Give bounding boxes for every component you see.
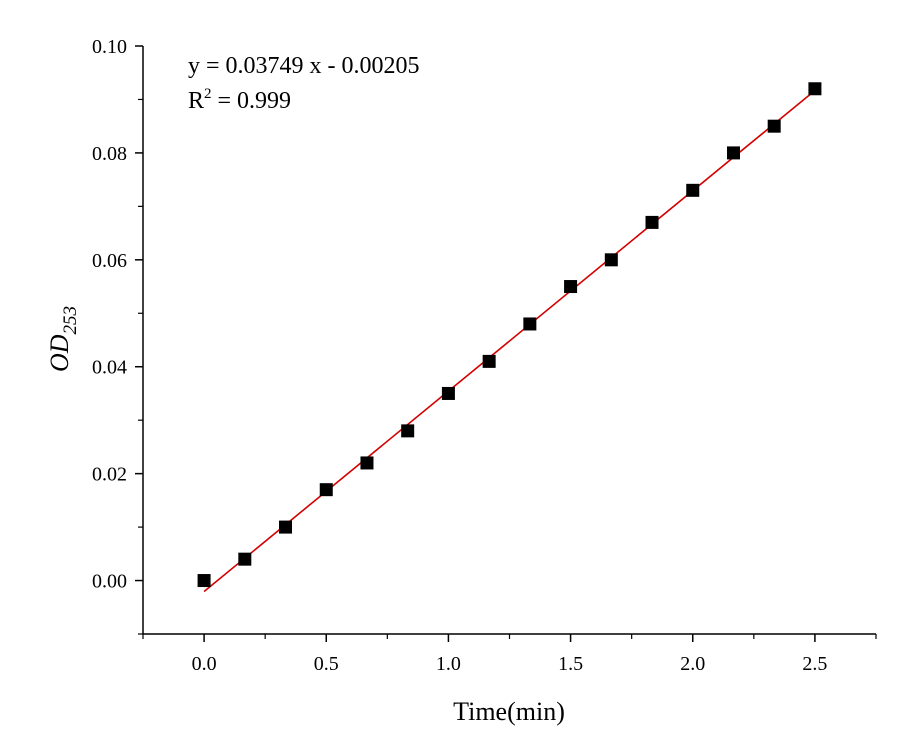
data-point xyxy=(319,483,333,497)
fit-line xyxy=(203,89,816,593)
x-tick-label: 0.0 xyxy=(192,653,217,675)
data-point xyxy=(645,215,659,229)
y-axis-title: OD253 xyxy=(45,306,81,372)
data-point xyxy=(279,520,293,534)
data-point xyxy=(482,354,496,368)
r-squared-value: = 0.999 xyxy=(212,88,292,114)
y-tick-label: 0.02 xyxy=(92,464,127,486)
r-squared-exponent: 2 xyxy=(204,86,212,102)
data-point xyxy=(441,386,455,400)
y-tick-label: 0.00 xyxy=(92,571,127,593)
data-point xyxy=(686,183,700,197)
y-axis-title-main: OD xyxy=(45,334,74,372)
x-tick-label: 2.0 xyxy=(680,653,705,675)
y-tick-label: 0.06 xyxy=(92,250,127,272)
x-tick-label: 1.5 xyxy=(558,653,583,675)
axes: 0.0 0.5 1.0 1.5 2.0 2.5 0.00 0.02 0.04 0.06 0.08 0.… xyxy=(92,36,877,675)
data-point xyxy=(197,574,211,588)
data-point xyxy=(808,82,822,96)
data-point xyxy=(767,119,781,133)
data-point xyxy=(360,456,374,470)
fit-equation: y = 0.03749 x - 0.00205 xyxy=(188,53,420,79)
y-tick-label: 0.08 xyxy=(92,143,127,165)
r-squared-label: R2 = 0.999 xyxy=(188,86,291,114)
r-squared-letter: R xyxy=(188,88,204,114)
fit-layer xyxy=(203,89,816,593)
data-point xyxy=(564,280,578,294)
data-point xyxy=(523,317,537,331)
y-tick-label: 0.10 xyxy=(92,36,127,58)
points-layer xyxy=(197,82,822,588)
x-tick-label: 0.5 xyxy=(314,653,339,675)
data-point xyxy=(401,424,415,438)
y-tick-label: 0.04 xyxy=(92,357,127,379)
x-axis-title: Time(min) xyxy=(453,697,565,726)
data-point xyxy=(238,552,252,566)
data-point xyxy=(726,146,740,160)
x-tick-label: 1.0 xyxy=(436,653,461,675)
data-point xyxy=(604,253,618,267)
y-axis-title-subscript: 253 xyxy=(60,306,81,335)
x-tick-label: 2.5 xyxy=(802,653,827,675)
